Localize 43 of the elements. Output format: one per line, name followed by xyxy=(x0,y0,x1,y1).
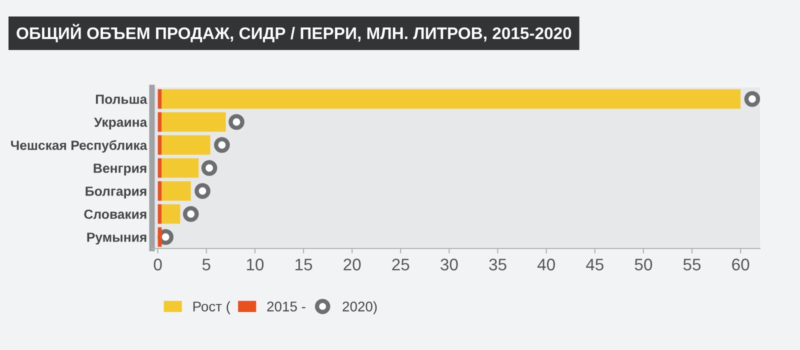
x-tick-label: 10 xyxy=(246,258,264,270)
bar xyxy=(158,112,162,132)
point xyxy=(228,114,244,130)
bar xyxy=(162,135,210,155)
bar xyxy=(158,158,162,178)
x-tick-label: 30 xyxy=(440,258,458,270)
y-tick-label: Венгрия xyxy=(94,164,146,176)
x-tick-label: 35 xyxy=(489,258,506,270)
y-tick-label: Чешская Республика xyxy=(11,140,148,153)
chart-title: ОБЩИЙ ОБЪЕМ ПРОДАЖ, СИДР / ПЕРРИ, МЛН. ЛИТРОВ, 2015-2020 xyxy=(16,24,572,42)
bar xyxy=(162,181,191,201)
x-tick-label: 15 xyxy=(296,258,312,270)
bar xyxy=(162,204,180,224)
bar xyxy=(158,227,162,247)
legend-label: 2015 - xyxy=(267,302,306,312)
legend-label: Рост ( xyxy=(193,301,230,314)
x-tick-label: 50 xyxy=(634,258,652,270)
x-tick-label: 45 xyxy=(586,258,604,270)
x-tick-label: 25 xyxy=(392,258,410,270)
point xyxy=(201,160,218,176)
x-tick-label: 0 xyxy=(154,258,162,270)
point xyxy=(744,91,760,107)
bar xyxy=(162,112,226,132)
y-tick-label: Польша xyxy=(96,94,148,104)
y-tick-label: Украина xyxy=(94,118,148,130)
y-tick-label: Румыния xyxy=(87,232,146,245)
y-tick-label: Болгария xyxy=(86,186,146,199)
point xyxy=(182,206,199,222)
bar xyxy=(158,204,162,224)
x-tick-label: 40 xyxy=(537,258,555,270)
bar xyxy=(162,89,741,109)
bar xyxy=(158,181,162,201)
x-tick-label: 5 xyxy=(202,258,210,270)
x-tick-label: 20 xyxy=(344,258,361,270)
x-tick-label: 55 xyxy=(683,258,701,270)
point xyxy=(194,183,210,199)
legend-label: 2020) xyxy=(342,301,377,314)
bar xyxy=(162,158,199,178)
bar xyxy=(158,89,162,109)
bar xyxy=(158,135,162,155)
x-tick-label: 60 xyxy=(732,258,750,270)
y-tick-label: Словакия xyxy=(84,210,146,219)
point xyxy=(214,137,230,153)
